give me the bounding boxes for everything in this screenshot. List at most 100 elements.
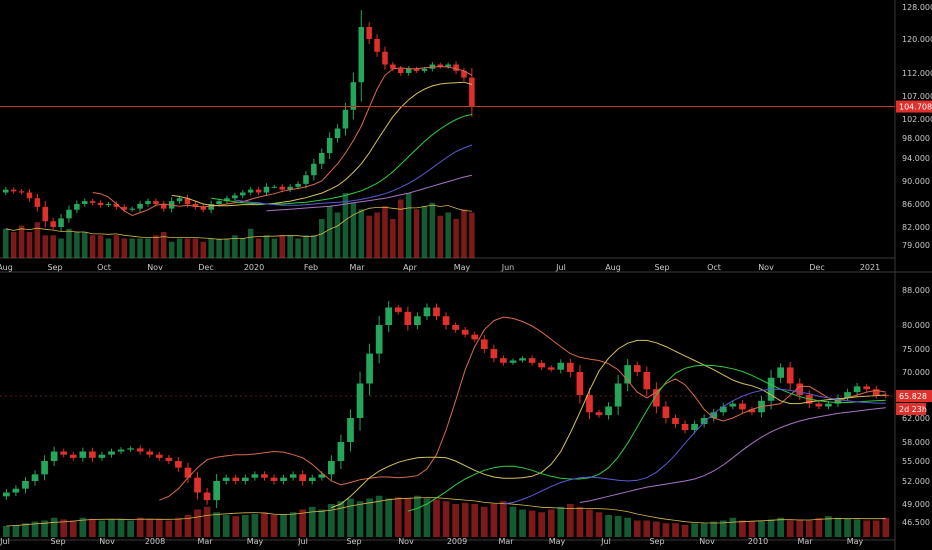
time-tick-label: Sep xyxy=(47,263,62,272)
candle-body xyxy=(97,202,104,206)
candle-body xyxy=(145,201,151,204)
candle-body xyxy=(605,406,612,416)
price-tick-label: 49.000 xyxy=(902,500,930,509)
candle-body xyxy=(263,186,270,193)
candle-body xyxy=(423,307,431,317)
candle-body xyxy=(528,358,536,363)
candle-body xyxy=(127,448,134,450)
price-tick-label: 120.000 xyxy=(902,35,932,44)
time-tick-label: May xyxy=(847,537,864,546)
price-tick-label: 102.000 xyxy=(902,115,932,124)
volume-bar xyxy=(12,524,20,537)
candle-body xyxy=(863,386,871,390)
volume-bar xyxy=(308,506,316,537)
volume-bar xyxy=(882,517,890,537)
volume-bar xyxy=(295,238,301,258)
candle-body xyxy=(509,360,517,363)
time-tick-label: 2021 xyxy=(860,263,880,272)
time-tick-label: Mar xyxy=(797,537,813,546)
candle-body xyxy=(10,189,17,192)
volume-bar xyxy=(121,238,128,258)
candle-body xyxy=(825,403,832,407)
volume-bar xyxy=(136,517,144,537)
candle-body xyxy=(394,307,402,312)
volume-bar xyxy=(58,238,64,258)
volume-bar xyxy=(270,515,278,537)
volume-bar xyxy=(500,501,507,537)
volume-bar xyxy=(375,495,383,537)
volume-bar xyxy=(50,517,58,537)
volume-bar xyxy=(413,209,420,258)
volume-bar xyxy=(318,509,326,537)
volume-bar xyxy=(405,193,412,258)
time-tick-label: Jun xyxy=(501,263,515,272)
volume-bar xyxy=(89,518,96,537)
candle-body xyxy=(437,64,444,67)
candle-body xyxy=(786,367,794,384)
time-tick-label: Dec xyxy=(809,263,824,272)
volume-bar xyxy=(251,513,259,537)
candle-body xyxy=(121,206,128,210)
candle-body xyxy=(342,109,349,129)
candle-body xyxy=(538,362,546,368)
volume-bar xyxy=(117,518,125,537)
volume-bar xyxy=(146,518,154,537)
candle-body xyxy=(287,186,293,190)
candle-body xyxy=(60,451,68,455)
volume-bar xyxy=(18,225,25,258)
candle-body xyxy=(89,451,96,458)
volume-bar xyxy=(414,495,421,537)
time-tick-label: Oct xyxy=(97,263,111,272)
candle-body xyxy=(326,138,333,153)
time-tick-label: Jul xyxy=(0,537,10,546)
candle-body xyxy=(192,204,199,207)
volume-bar xyxy=(624,517,632,537)
volume-bar xyxy=(98,520,106,537)
candle-body xyxy=(480,339,488,349)
candle-body xyxy=(366,27,372,39)
last-price-badge xyxy=(896,389,932,402)
last-price-label: 65.828 xyxy=(899,392,927,401)
volume-bar xyxy=(385,498,393,537)
volume-bar xyxy=(26,232,33,258)
candle-body xyxy=(547,367,555,370)
time-tick-label: 2009 xyxy=(447,537,467,546)
time-tick-label: Mar xyxy=(197,537,213,546)
price-tick-label: 90.000 xyxy=(902,177,930,186)
volume-bar xyxy=(490,504,498,537)
volume-bar xyxy=(279,235,286,258)
moving-average-line xyxy=(331,339,886,509)
candle-body xyxy=(175,461,182,468)
candle-body xyxy=(251,474,259,478)
volume-bar xyxy=(390,219,396,258)
candle-body xyxy=(614,383,622,407)
candle-body xyxy=(270,477,278,481)
volume-bar xyxy=(480,506,488,537)
candle-body xyxy=(155,454,163,458)
candle-body xyxy=(232,195,238,199)
candle-body xyxy=(469,77,475,107)
volume-bar xyxy=(445,212,451,258)
candle-body xyxy=(385,307,393,325)
volume-bar xyxy=(382,206,388,258)
candle-body xyxy=(42,206,49,222)
candle-body xyxy=(89,201,96,203)
price-tick-label: 52.000 xyxy=(902,477,930,486)
volume-bar xyxy=(452,504,459,537)
candle-body xyxy=(161,204,167,209)
volume-bar xyxy=(337,501,345,537)
volume-bar xyxy=(700,523,708,537)
volume-bar xyxy=(194,509,201,537)
volume-bar xyxy=(97,235,104,258)
candle-body xyxy=(739,403,746,410)
candle-body xyxy=(421,68,428,71)
candle-body xyxy=(153,201,159,204)
volume-bar xyxy=(672,523,679,537)
volume-bar xyxy=(69,520,77,537)
candle-body xyxy=(34,198,41,207)
candle-body xyxy=(710,412,718,418)
candle-body xyxy=(777,367,784,378)
volume-bar xyxy=(175,517,182,537)
candle-body xyxy=(108,451,115,455)
